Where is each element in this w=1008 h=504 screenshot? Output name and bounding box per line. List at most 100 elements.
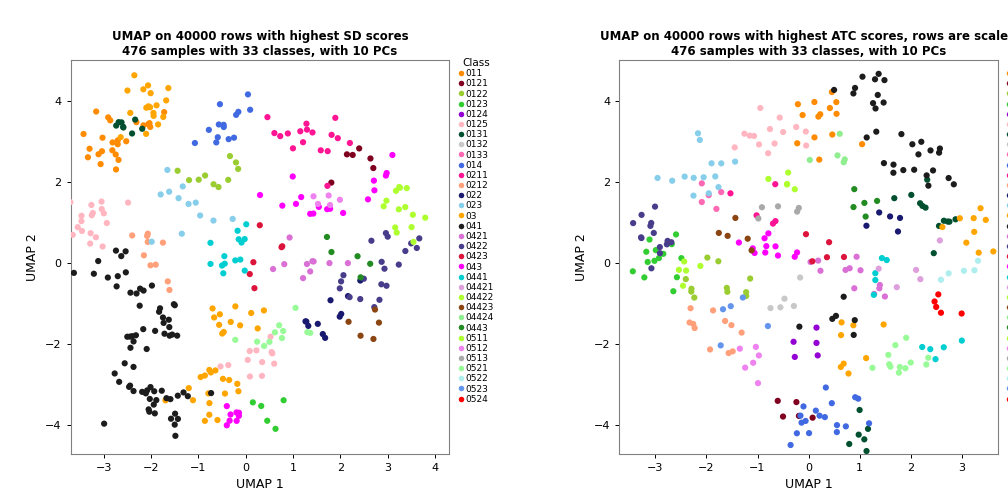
Point: [265, 265, 281, 273]
Point: [371, 319, 387, 327]
Point: [668, 230, 684, 238]
Point: [74, 227, 90, 235]
Point: [399, 184, 415, 192]
Point: [319, 233, 335, 241]
Point: [817, 384, 834, 392]
Point: [202, 411, 218, 419]
Point: [876, 76, 892, 84]
Point: [646, 257, 662, 265]
Point: [158, 96, 174, 104]
Point: [74, 212, 90, 220]
Point: [782, 441, 798, 449]
Point: [881, 360, 897, 368]
Point: [966, 214, 982, 222]
Point: [754, 203, 770, 211]
Point: [871, 70, 887, 78]
Point: [273, 243, 289, 251]
Point: [692, 262, 709, 270]
Point: [118, 247, 134, 256]
Point: [70, 223, 86, 231]
Point: [324, 248, 340, 256]
Point: [411, 234, 427, 242]
Point: [373, 280, 389, 288]
Point: [809, 351, 826, 359]
Point: [322, 205, 338, 213]
Point: [111, 378, 127, 386]
Point: [114, 118, 130, 127]
Point: [912, 275, 928, 283]
Point: [210, 416, 226, 424]
Point: [757, 248, 773, 257]
Point: [685, 192, 702, 200]
Point: [920, 181, 936, 190]
Point: [102, 116, 118, 124]
Point: [223, 410, 239, 418]
Point: [229, 408, 245, 416]
Point: [683, 285, 700, 293]
Point: [970, 257, 986, 265]
Point: [115, 123, 131, 132]
Point: [156, 330, 172, 338]
Point: [203, 368, 219, 376]
Point: [954, 309, 970, 318]
Point: [892, 363, 908, 371]
Point: [824, 88, 840, 96]
Point: [789, 248, 805, 257]
Point: [96, 209, 112, 217]
Point: [876, 321, 892, 329]
Point: [727, 158, 743, 166]
Point: [925, 166, 941, 174]
Point: [82, 145, 98, 153]
Point: [122, 333, 138, 341]
Point: [274, 334, 290, 342]
Point: [791, 323, 807, 331]
Title: UMAP on 40000 rows with highest SD scores
476 samples with 33 classes, with 10 P: UMAP on 40000 rows with highest SD score…: [112, 30, 408, 58]
Point: [887, 341, 903, 349]
Point: [711, 183, 727, 191]
Point: [711, 257, 727, 265]
Point: [274, 202, 290, 210]
Point: [898, 334, 914, 342]
Point: [934, 223, 951, 231]
Point: [152, 304, 168, 312]
Point: [214, 330, 230, 338]
Point: [180, 200, 197, 208]
Point: [826, 86, 842, 94]
Point: [217, 260, 233, 268]
Point: [685, 174, 702, 182]
Point: [926, 297, 942, 305]
Point: [391, 261, 407, 269]
Point: [339, 150, 355, 158]
Point: [738, 288, 754, 296]
Point: [262, 333, 278, 341]
Point: [834, 319, 850, 327]
Point: [212, 100, 228, 108]
Point: [788, 123, 804, 131]
Point: [125, 363, 141, 371]
Point: [994, 256, 1008, 264]
Point: [202, 366, 218, 374]
Point: [861, 419, 877, 427]
Point: [95, 242, 111, 250]
Point: [299, 125, 316, 134]
Point: [212, 310, 228, 319]
Point: [334, 310, 350, 318]
Point: [275, 327, 291, 335]
Point: [742, 132, 758, 140]
Point: [663, 240, 679, 248]
Point: [931, 236, 948, 244]
Point: [664, 177, 680, 185]
Point: [108, 165, 124, 173]
Point: [140, 405, 156, 413]
Point: [379, 169, 395, 177]
Point: [928, 303, 944, 311]
Point: [197, 171, 213, 179]
Point: [121, 383, 137, 391]
Point: [801, 429, 817, 437]
Point: [715, 305, 731, 313]
Point: [392, 183, 408, 192]
Point: [110, 140, 126, 148]
Point: [139, 232, 155, 240]
Point: [876, 98, 892, 106]
Point: [717, 317, 733, 325]
